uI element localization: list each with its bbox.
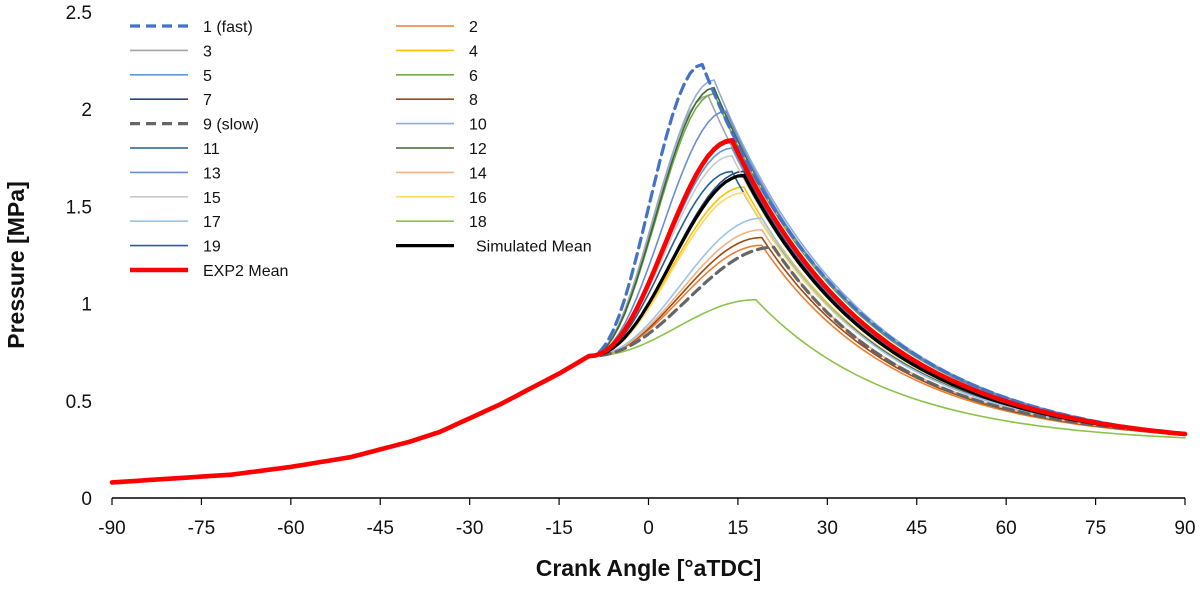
x-tick-label: -30 [456,518,483,539]
x-tick-label: 0 [643,518,654,539]
y-tick-label: 1.5 [66,197,92,218]
legend: 1 (fast) 2 3 4 5 6 7 8 9 (slow) 10 11 12 13 14 15 16 17 1… [130,19,592,280]
y-tick-label: 2.5 [66,3,92,24]
legend-label-7: 7 [203,92,212,109]
x-tick-label: 15 [727,518,748,539]
x-tick-label: -15 [545,518,572,539]
x-axis-title: Crank Angle [°aTDC] [536,555,762,581]
legend-label-8: 8 [469,92,478,109]
series-layer [109,62,1188,485]
legend-label-4: 4 [469,43,478,60]
x-tick-label: -75 [188,518,215,539]
legend-label-16: 16 [469,190,487,207]
legend-label-19: 19 [203,239,221,256]
y-axis-title: Pressure [MPa] [3,181,29,348]
legend-label-simulated-mean: Simulated Mean [476,239,592,256]
x-tick-label: 75 [1085,518,1106,539]
legend-label-exp2-mean: EXP2 Mean [203,263,288,280]
x-tick-label: -60 [277,518,304,539]
axes-layer: -90 -75 -60 -45 -30 -15 0 15 30 45 60 75 9000.511.52… [66,3,1196,539]
legend-label-3: 3 [203,43,212,60]
x-tick-label: 90 [1174,518,1195,539]
y-tick-label: 2 [81,100,92,121]
legend-label-13: 13 [203,165,221,182]
x-tick-label: 45 [906,518,927,539]
series-line-exp2-mean [109,138,1188,485]
legend-label-1-fast-: 1 (fast) [203,19,253,36]
legend-label-17: 17 [203,214,221,231]
x-tick-label: -45 [367,518,394,539]
x-tick-label: -90 [98,518,125,539]
legend-label-15: 15 [203,190,221,207]
x-tick-label: 30 [817,518,838,539]
x-tick-label: 60 [996,518,1017,539]
y-tick-label: 1 [81,295,92,316]
legend-label-5: 5 [203,68,212,85]
legend-label-11: 11 [203,141,220,158]
legend-label-12: 12 [469,141,487,158]
legend-label-14: 14 [469,165,487,182]
legend-label-10: 10 [469,117,487,134]
legend-label-18: 18 [469,214,487,231]
legend-label-6: 6 [469,68,478,85]
legend-label-9-slow-: 9 (slow) [203,117,259,134]
y-tick-label: 0 [81,489,92,510]
y-tick-label: 0.5 [66,392,92,413]
legend-label-2: 2 [469,19,478,36]
